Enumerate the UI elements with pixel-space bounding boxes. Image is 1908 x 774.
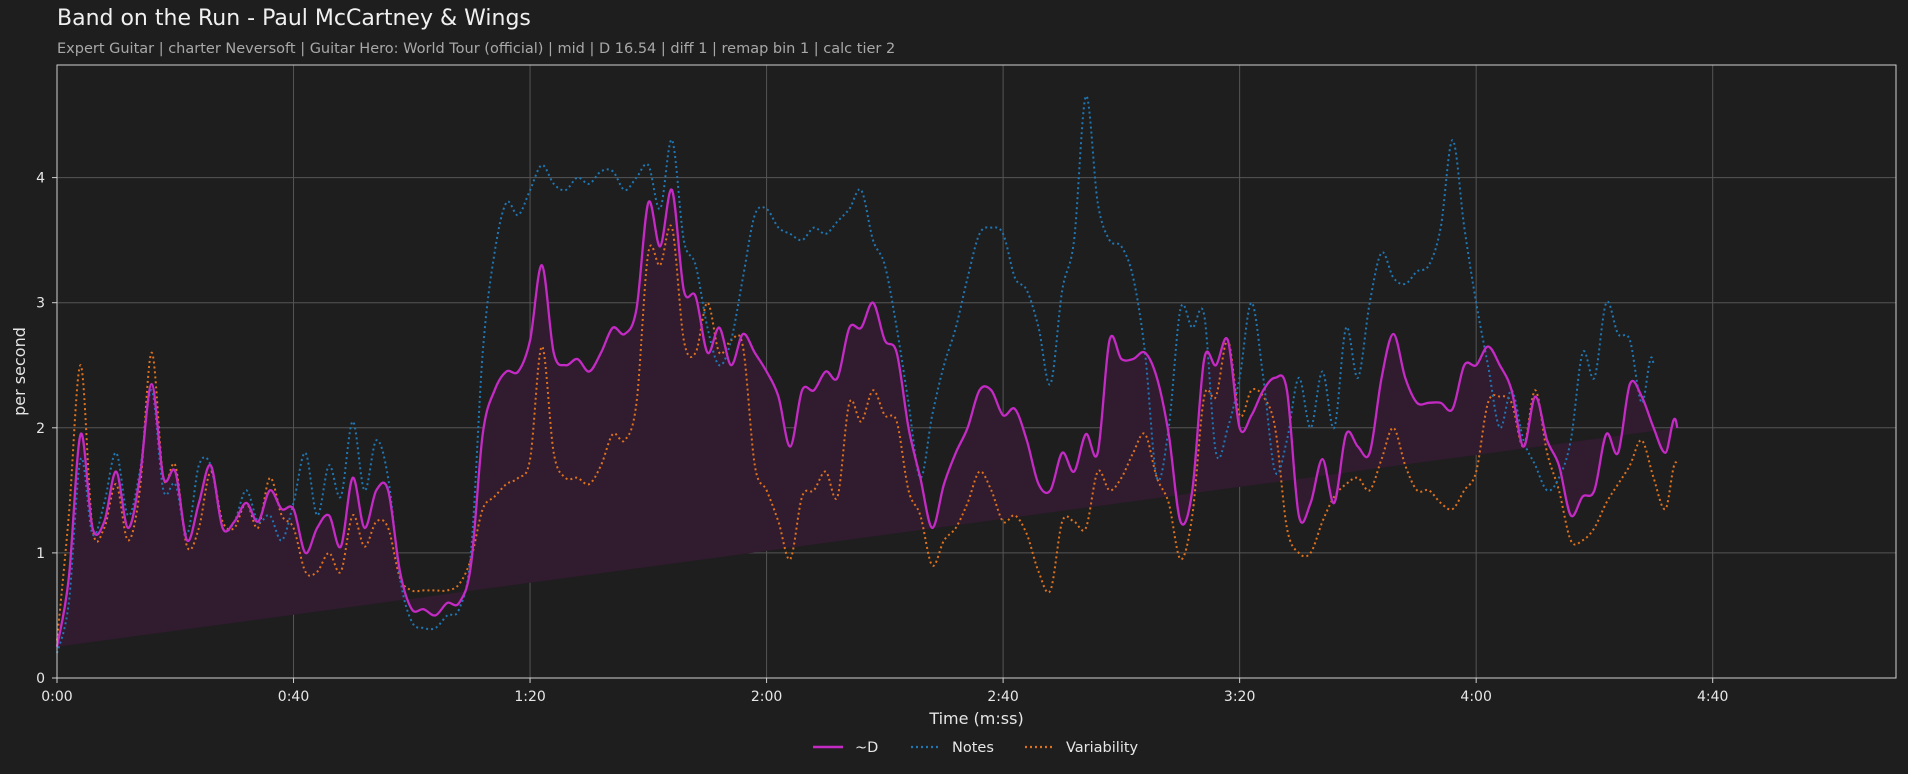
legend-label-notes: Notes [952, 740, 994, 756]
legend-label-variability: Variability [1066, 740, 1139, 756]
series-variability-line [56, 224, 1679, 641]
x-axis-label: Time (m:ss) [928, 709, 1023, 728]
x-tick-label: 2:40 [987, 689, 1018, 705]
x-tick-label: 4:40 [1697, 689, 1728, 705]
x-tick-label: 0:00 [41, 689, 72, 705]
series-layer [55, 95, 1679, 654]
legend: ~D Notes Variability [813, 740, 1139, 756]
x-tick-label: 1:20 [514, 689, 545, 705]
series-notes-line [56, 95, 1655, 654]
x-tick-label: 3:20 [1224, 689, 1255, 705]
y-tick-label: 1 [36, 546, 45, 562]
chart-subtitle: Expert Guitar | charter Neversoft | Guit… [57, 41, 896, 57]
y-axis-label: per second [10, 327, 29, 416]
legend-label-d: ~D [855, 740, 878, 756]
series-d-area [57, 189, 1678, 647]
y-tick-label: 0 [36, 671, 45, 687]
x-tick-label: 4:00 [1460, 689, 1491, 705]
series-d-line [55, 188, 1679, 647]
x-tick-label: 2:00 [751, 689, 782, 705]
y-tick-label: 2 [36, 421, 45, 437]
ticks-layer: 0:00 0:40 1:20 2:00 2:40 3:20 4:00 4:40 0 1 2 3 4 [36, 171, 1728, 705]
chart-title: Band on the Run - Paul McCartney & Wings [57, 6, 531, 31]
y-tick-label: 3 [36, 296, 45, 312]
y-tick-label: 4 [36, 171, 45, 187]
plot-frame [56, 64, 1897, 679]
x-tick-label: 0:40 [278, 689, 309, 705]
